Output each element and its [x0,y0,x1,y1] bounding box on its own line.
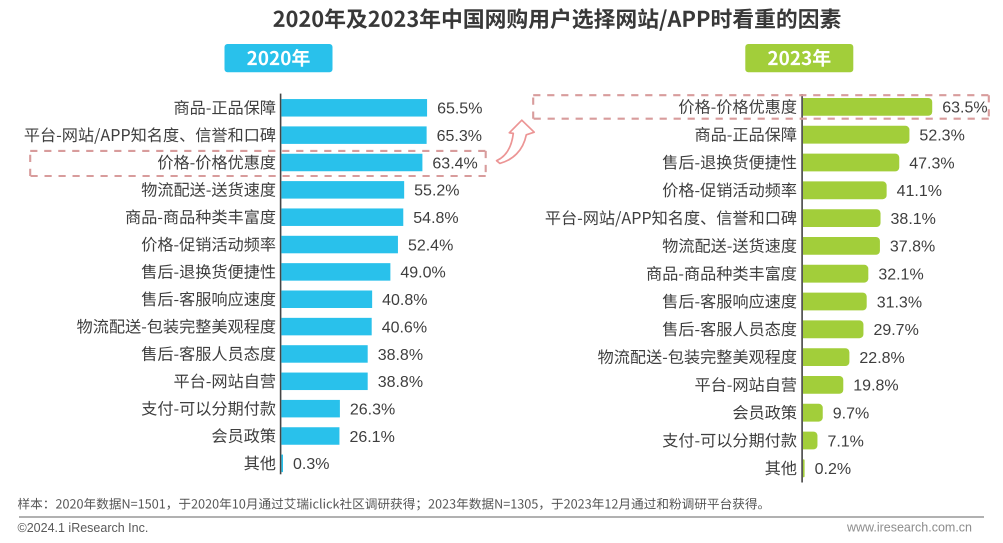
svg-text:63.4%: 63.4% [432,155,477,172]
svg-text:49.0%: 49.0% [400,265,445,282]
svg-text:32.1%: 32.1% [878,267,923,284]
svg-text:52.3%: 52.3% [919,128,964,145]
svg-text:www.iresearch.com.cn: www.iresearch.com.cn [846,521,972,535]
svg-text:65.3%: 65.3% [437,128,482,145]
svg-text:40.6%: 40.6% [382,319,427,336]
svg-text:19.8%: 19.8% [853,378,898,395]
svg-text:63.5%: 63.5% [942,100,987,117]
svg-text:22.8%: 22.8% [859,350,904,367]
svg-text:29.7%: 29.7% [873,322,918,339]
svg-text:©2024.1 iResearch Inc.: ©2024.1 iResearch Inc. [18,521,149,535]
svg-text:9.7%: 9.7% [833,406,869,423]
svg-text:0.3%: 0.3% [293,456,329,473]
svg-text:31.3%: 31.3% [877,294,922,311]
svg-text:0.2%: 0.2% [815,461,851,478]
svg-text:38.8%: 38.8% [378,374,423,391]
svg-text:38.8%: 38.8% [378,347,423,364]
svg-text:40.8%: 40.8% [382,292,427,309]
svg-text:47.3%: 47.3% [909,155,954,172]
svg-text:38.1%: 38.1% [891,211,936,228]
svg-text:26.3%: 26.3% [350,401,395,418]
svg-text:7.1%: 7.1% [827,433,863,450]
svg-text:52.4%: 52.4% [408,237,453,254]
svg-text:54.8%: 54.8% [413,210,458,227]
svg-text:65.5%: 65.5% [437,101,482,118]
svg-text:26.1%: 26.1% [349,429,394,446]
svg-text:55.2%: 55.2% [414,183,459,200]
svg-text:37.8%: 37.8% [890,239,935,256]
svg-text:41.1%: 41.1% [897,183,942,200]
